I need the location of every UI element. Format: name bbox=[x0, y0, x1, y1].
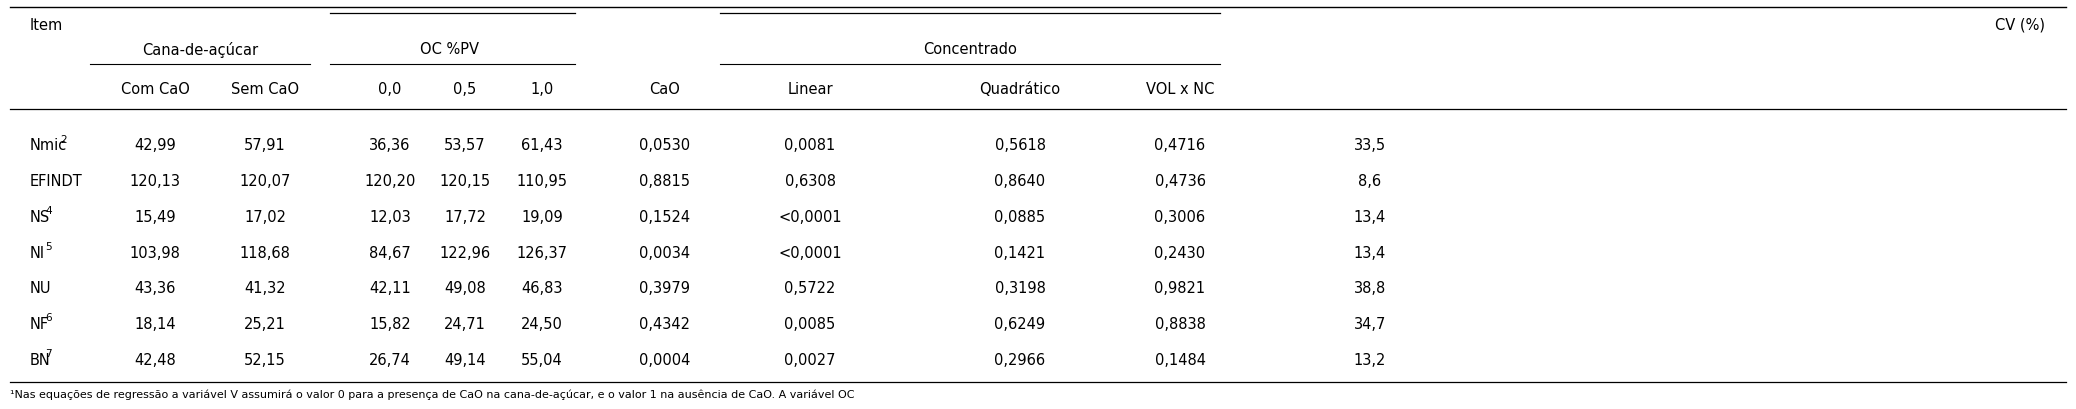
Text: 19,09: 19,09 bbox=[521, 209, 563, 224]
Text: 0,0885: 0,0885 bbox=[994, 209, 1046, 224]
Text: 0,9821: 0,9821 bbox=[1154, 281, 1206, 295]
Text: Sem CaO: Sem CaO bbox=[230, 82, 299, 97]
Text: 0,3006: 0,3006 bbox=[1154, 209, 1206, 224]
Text: 0,4716: 0,4716 bbox=[1154, 138, 1206, 153]
Text: Com CaO: Com CaO bbox=[120, 82, 189, 97]
Text: Linear: Linear bbox=[787, 82, 832, 97]
Text: EFINDT: EFINDT bbox=[29, 174, 83, 189]
Text: 0,2966: 0,2966 bbox=[994, 352, 1046, 367]
Text: 8,6: 8,6 bbox=[1358, 174, 1381, 189]
Text: 0,0530: 0,0530 bbox=[639, 138, 691, 153]
Text: 0,3198: 0,3198 bbox=[994, 281, 1046, 295]
Text: Cana-de-açúcar: Cana-de-açúcar bbox=[141, 42, 257, 58]
Text: 6: 6 bbox=[46, 312, 52, 323]
Text: 15,82: 15,82 bbox=[370, 316, 411, 331]
Text: 0,0004: 0,0004 bbox=[639, 352, 691, 367]
Text: 46,83: 46,83 bbox=[521, 281, 563, 295]
Text: Item: Item bbox=[29, 18, 62, 32]
Text: 0,0085: 0,0085 bbox=[785, 316, 837, 331]
Text: 122,96: 122,96 bbox=[440, 245, 490, 260]
Text: 2: 2 bbox=[60, 135, 66, 144]
Text: NU: NU bbox=[29, 281, 52, 295]
Text: <0,0001: <0,0001 bbox=[778, 245, 841, 260]
Text: 0,3979: 0,3979 bbox=[639, 281, 691, 295]
Text: 26,74: 26,74 bbox=[370, 352, 411, 367]
Text: 43,36: 43,36 bbox=[135, 281, 176, 295]
Text: 53,57: 53,57 bbox=[444, 138, 486, 153]
Text: 103,98: 103,98 bbox=[129, 245, 181, 260]
Text: 12,03: 12,03 bbox=[370, 209, 411, 224]
Text: Quadrático: Quadrático bbox=[980, 82, 1061, 97]
Text: 42,48: 42,48 bbox=[135, 352, 176, 367]
Text: 49,14: 49,14 bbox=[444, 352, 486, 367]
Text: CV (%): CV (%) bbox=[1995, 18, 2045, 32]
Text: 13,4: 13,4 bbox=[1354, 245, 1387, 260]
Text: 1,0: 1,0 bbox=[529, 82, 554, 97]
Text: 0,0027: 0,0027 bbox=[785, 352, 837, 367]
Text: 0,1524: 0,1524 bbox=[639, 209, 691, 224]
Text: 5: 5 bbox=[46, 241, 52, 252]
Text: 0,0: 0,0 bbox=[378, 82, 401, 97]
Text: 0,1484: 0,1484 bbox=[1154, 352, 1206, 367]
Text: 4: 4 bbox=[46, 206, 52, 216]
Text: 17,72: 17,72 bbox=[444, 209, 486, 224]
Text: 42,11: 42,11 bbox=[370, 281, 411, 295]
Text: 0,1421: 0,1421 bbox=[994, 245, 1046, 260]
Text: 38,8: 38,8 bbox=[1354, 281, 1387, 295]
Text: VOL x NC: VOL x NC bbox=[1146, 82, 1214, 97]
Text: 15,49: 15,49 bbox=[135, 209, 176, 224]
Text: 61,43: 61,43 bbox=[521, 138, 563, 153]
Text: 49,08: 49,08 bbox=[444, 281, 486, 295]
Text: 55,04: 55,04 bbox=[521, 352, 563, 367]
Text: 0,6308: 0,6308 bbox=[785, 174, 835, 189]
Text: 110,95: 110,95 bbox=[517, 174, 567, 189]
Text: ¹Nas equações de regressão a variável V assumirá o valor 0 para a presença de Ca: ¹Nas equações de regressão a variável V … bbox=[10, 389, 855, 400]
Text: 0,8815: 0,8815 bbox=[639, 174, 691, 189]
Text: 126,37: 126,37 bbox=[517, 245, 567, 260]
Text: 0,8640: 0,8640 bbox=[994, 174, 1046, 189]
Text: 0,0034: 0,0034 bbox=[639, 245, 691, 260]
Text: NI: NI bbox=[29, 245, 46, 260]
Text: CaO: CaO bbox=[650, 82, 681, 97]
Text: 120,20: 120,20 bbox=[363, 174, 415, 189]
Text: 120,15: 120,15 bbox=[440, 174, 490, 189]
Text: 17,02: 17,02 bbox=[245, 209, 286, 224]
Text: 0,4342: 0,4342 bbox=[639, 316, 691, 331]
Text: 52,15: 52,15 bbox=[245, 352, 286, 367]
Text: 34,7: 34,7 bbox=[1354, 316, 1387, 331]
Text: OC %PV: OC %PV bbox=[421, 43, 480, 57]
Text: 0,2430: 0,2430 bbox=[1154, 245, 1206, 260]
Text: 25,21: 25,21 bbox=[245, 316, 286, 331]
Text: BN: BN bbox=[29, 352, 50, 367]
Text: 0,5618: 0,5618 bbox=[994, 138, 1046, 153]
Text: 0,0081: 0,0081 bbox=[785, 138, 837, 153]
Text: 84,67: 84,67 bbox=[370, 245, 411, 260]
Text: 13,2: 13,2 bbox=[1354, 352, 1387, 367]
Text: 18,14: 18,14 bbox=[135, 316, 176, 331]
Text: 24,71: 24,71 bbox=[444, 316, 486, 331]
Text: Nmic: Nmic bbox=[29, 138, 66, 153]
Text: 0,5722: 0,5722 bbox=[785, 281, 837, 295]
Text: 13,4: 13,4 bbox=[1354, 209, 1387, 224]
Text: <0,0001: <0,0001 bbox=[778, 209, 841, 224]
Text: 42,99: 42,99 bbox=[135, 138, 176, 153]
Text: NF: NF bbox=[29, 316, 50, 331]
Text: 120,13: 120,13 bbox=[129, 174, 181, 189]
Text: Concentrado: Concentrado bbox=[924, 43, 1017, 57]
Text: 36,36: 36,36 bbox=[370, 138, 411, 153]
Text: 0,6249: 0,6249 bbox=[994, 316, 1046, 331]
Text: 41,32: 41,32 bbox=[245, 281, 286, 295]
Text: 24,50: 24,50 bbox=[521, 316, 563, 331]
Text: 0,5: 0,5 bbox=[453, 82, 477, 97]
Text: 0,4736: 0,4736 bbox=[1154, 174, 1206, 189]
Text: 118,68: 118,68 bbox=[239, 245, 291, 260]
Text: 120,07: 120,07 bbox=[239, 174, 291, 189]
Text: 0,8838: 0,8838 bbox=[1154, 316, 1206, 331]
Text: 33,5: 33,5 bbox=[1354, 138, 1387, 153]
Text: NS: NS bbox=[29, 209, 50, 224]
Text: 7: 7 bbox=[46, 348, 52, 358]
Text: 57,91: 57,91 bbox=[245, 138, 286, 153]
